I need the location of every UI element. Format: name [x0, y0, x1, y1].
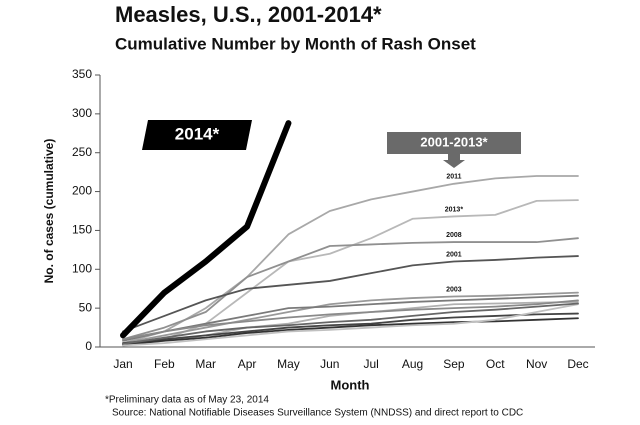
series-label: 2013*	[445, 206, 464, 213]
x-tick-label: Oct	[486, 357, 505, 371]
chart-title: Measles, U.S., 2001-2014*	[115, 2, 382, 27]
series-line	[122, 317, 579, 346]
series-line	[122, 299, 579, 341]
y-tick-label: 250	[72, 145, 92, 159]
y-tick-label: 0	[85, 339, 92, 353]
chart-subtitle: Cumulative Number by Month of Rash Onset	[115, 34, 476, 53]
x-tick-label: Aug	[402, 357, 423, 371]
y-tick-label: 300	[72, 106, 92, 120]
series-label: 2003	[446, 286, 462, 293]
x-tick-label: Feb	[154, 357, 175, 371]
y-tick-label: 350	[72, 67, 92, 81]
y-tick-label: 150	[72, 223, 92, 237]
series-line	[122, 175, 579, 345]
series-line	[122, 237, 579, 341]
footnote: *Preliminary data as of May 23, 2014	[105, 395, 269, 406]
x-tick-label: Apr	[238, 357, 257, 371]
highlight-line	[120, 120, 292, 339]
series-line	[122, 294, 579, 342]
y-axis-label: No. of cases (cumulative)	[42, 139, 56, 284]
x-tick-label: Jun	[320, 357, 339, 371]
annotation: 2014*	[175, 124, 220, 143]
annotation-arrow	[443, 154, 465, 168]
source: Source: National Notifiable Diseases Sur…	[112, 408, 523, 419]
series-line	[122, 302, 579, 345]
series-line	[122, 255, 579, 333]
x-tick-label: Sep	[443, 357, 465, 371]
x-tick-label: May	[277, 357, 300, 371]
x-tick-label: Jan	[113, 357, 132, 371]
x-tick-label: Dec	[567, 357, 588, 371]
series-line	[122, 312, 579, 345]
x-tick-label: Mar	[195, 357, 216, 371]
y-tick-label: 100	[72, 261, 92, 275]
series-label: 2001	[446, 251, 462, 258]
series-label: 2011	[446, 174, 461, 181]
y-tick-label: 200	[72, 184, 92, 198]
annotation-box	[142, 120, 252, 150]
x-tick-label: Nov	[526, 357, 547, 371]
y-tick-label: 50	[79, 300, 93, 314]
x-tick-label: Jul	[364, 357, 379, 371]
annotation-box	[387, 132, 521, 154]
annotation: 2001-2013*	[420, 134, 488, 149]
series-label: 2008	[446, 232, 462, 239]
series-line	[122, 303, 579, 347]
series-line	[122, 291, 579, 345]
x-axis-label: Month	[331, 377, 370, 392]
